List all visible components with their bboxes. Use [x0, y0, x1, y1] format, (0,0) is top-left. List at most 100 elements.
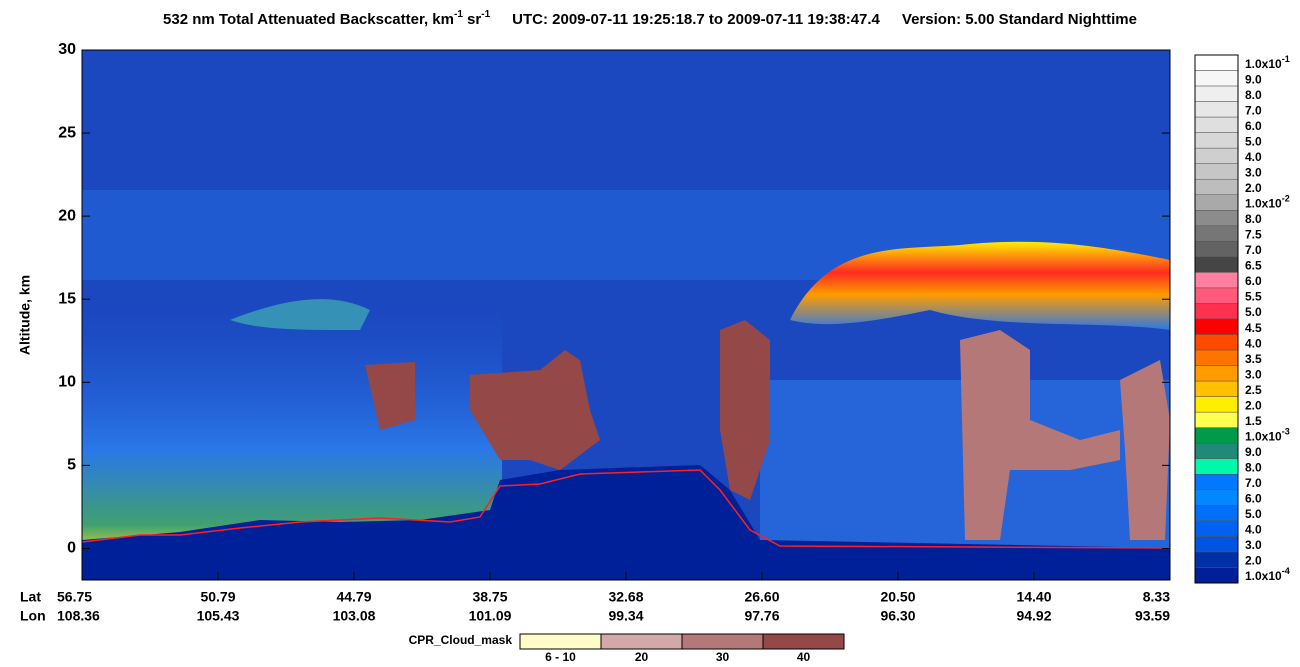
mask-legend-label: 6 - 10 — [545, 650, 576, 664]
x-row-name: Lat — [20, 589, 41, 605]
mask-legend-swatch — [762, 633, 845, 650]
colorbar-label-text: 4.0 — [1245, 523, 1262, 537]
colorbar-label: 4.5 — [1245, 321, 1262, 335]
colorbar-swatch — [1194, 101, 1239, 118]
x-tick-label: 14.40 — [1016, 589, 1051, 605]
colorbar-label: 6.5 — [1245, 259, 1262, 273]
colorbar-swatch — [1194, 210, 1239, 227]
x-tick-label: 96.30 — [880, 608, 915, 624]
colorbar-frame — [1194, 54, 1239, 584]
x-tick-label: 99.34 — [608, 608, 643, 624]
colorbar-label: 1.0x10-3 — [1245, 427, 1290, 444]
chart-title: 532 nm Total Attenuated Backscatter, km-… — [163, 9, 1137, 28]
colorbar-label: 6.0 — [1245, 274, 1262, 288]
x-tick-label: 44.79 — [336, 589, 371, 605]
colorbar-swatch — [1194, 70, 1239, 87]
colorbar-swatch — [1194, 256, 1239, 273]
colorbar-swatch — [1194, 349, 1239, 366]
colorbar-label-text: 7.5 — [1245, 228, 1262, 242]
colorbar-swatch — [1194, 458, 1239, 475]
colorbar-label-sup: -3 — [1282, 427, 1290, 437]
colorbar-label: 7.0 — [1245, 104, 1262, 118]
colorbar-label-text: 3.0 — [1245, 166, 1262, 180]
colorbar-swatch — [1194, 427, 1239, 444]
colorbar-label: 4.0 — [1245, 523, 1262, 537]
colorbar-label: 4.0 — [1245, 336, 1262, 350]
x-tick-label: 101.09 — [469, 608, 512, 624]
colorbar-label-text: 4.0 — [1245, 150, 1262, 164]
colorbar-label-text: 7.0 — [1245, 243, 1262, 257]
colorbar-swatch — [1194, 54, 1239, 71]
colorbar-swatch — [1194, 163, 1239, 180]
x-tick-label: 20.50 — [880, 589, 915, 605]
colorbar-label-text: 2.0 — [1245, 181, 1262, 195]
mask-legend-label: 20 — [635, 650, 649, 664]
colorbar-label-text: 5.0 — [1245, 135, 1262, 149]
x-tick-label: 26.60 — [744, 589, 779, 605]
colorbar-swatch — [1194, 225, 1239, 242]
y-tick-label: 15 — [58, 290, 76, 307]
colorbar-label: 7.0 — [1245, 476, 1262, 490]
colorbar-label: 1.0x10-4 — [1245, 567, 1290, 584]
colorbar-label-sup: -4 — [1282, 567, 1290, 577]
colorbar-label: 9.0 — [1245, 72, 1262, 86]
colorbar-label-text: 6.0 — [1245, 119, 1262, 133]
colorbar-swatch — [1194, 194, 1239, 211]
x-row-name: Lon — [20, 608, 46, 624]
colorbar-swatch — [1194, 178, 1239, 196]
colorbar-label: 1.0x10-2 — [1245, 194, 1290, 211]
colorbar-label-text: 2.0 — [1245, 554, 1262, 568]
colorbar-label: 5.0 — [1245, 135, 1262, 149]
mask-legend-swatch — [681, 633, 764, 650]
colorbar-swatch — [1194, 489, 1239, 506]
y-tick-label: 30 — [58, 41, 76, 58]
y-tick-label: 25 — [58, 124, 76, 141]
colorbar-label-text: 4.0 — [1245, 336, 1262, 350]
colorbar-label: 3.0 — [1245, 538, 1262, 552]
title-part: 532 nm Total Attenuated Backscatter, km — [163, 11, 454, 28]
colorbar-swatch — [1194, 132, 1239, 149]
colorbar-label: 6.0 — [1245, 119, 1262, 133]
colorbar-label-text: 3.5 — [1245, 352, 1262, 366]
colorbar-label-text: 1.5 — [1245, 414, 1262, 428]
x-tick-label: 108.36 — [57, 608, 100, 624]
colorbar-label: 1.0x10-1 — [1245, 54, 1290, 71]
colorbar-label-text: 1.0x10 — [1245, 569, 1282, 583]
colorbar-label-sup: -2 — [1282, 194, 1290, 204]
colorbar-label: 8.0 — [1245, 461, 1262, 475]
colorbar-label: 7.5 — [1245, 228, 1262, 242]
title-part: UTC: 2009-07-11 19:25:18.7 to 2009-07-11… — [512, 11, 880, 28]
colorbar-label: 5.0 — [1245, 507, 1262, 521]
colorbar-swatch — [1194, 287, 1239, 304]
colorbar-swatch — [1194, 396, 1239, 413]
x-tick-label: 93.59 — [1135, 608, 1170, 624]
colorbar-label-text: 5.0 — [1245, 507, 1262, 521]
colorbar-label-text: 6.5 — [1245, 259, 1262, 273]
colorbar-label: 2.0 — [1245, 554, 1262, 568]
mask-legend-label: 30 — [716, 650, 730, 664]
colorbar-swatch — [1194, 536, 1239, 553]
mask-legend-swatch — [600, 633, 683, 650]
colorbar-label-sup: -1 — [1282, 54, 1290, 64]
colorbar-label: 5.5 — [1245, 290, 1262, 304]
backscatter-image — [81, 50, 1171, 580]
colorbar-swatch — [1194, 380, 1239, 397]
y-tick-label: 5 — [67, 457, 76, 474]
colorbar-label: 3.0 — [1245, 166, 1262, 180]
colorbar-label-text: 3.0 — [1245, 538, 1262, 552]
colorbar-label: 9.0 — [1245, 445, 1262, 459]
colorbar-swatch — [1194, 334, 1239, 351]
colorbar-swatch — [1194, 551, 1239, 568]
mask-legend-title: CPR_Cloud_mask — [409, 633, 513, 647]
colorbar-label-text: 8.0 — [1245, 461, 1262, 475]
title-part: Version: 5.00 Standard Nighttime — [902, 11, 1137, 28]
colorbar-swatch — [1194, 567, 1239, 584]
colorbar-label-text: 4.5 — [1245, 321, 1262, 335]
y-tick-label: 10 — [58, 374, 76, 391]
colorbar-label: 7.0 — [1245, 243, 1262, 257]
colorbar-swatch — [1194, 474, 1239, 491]
colorbar-swatch — [1194, 365, 1239, 382]
colorbar-label-text: 6.0 — [1245, 274, 1262, 288]
colorbar-label: 2.0 — [1245, 181, 1262, 195]
